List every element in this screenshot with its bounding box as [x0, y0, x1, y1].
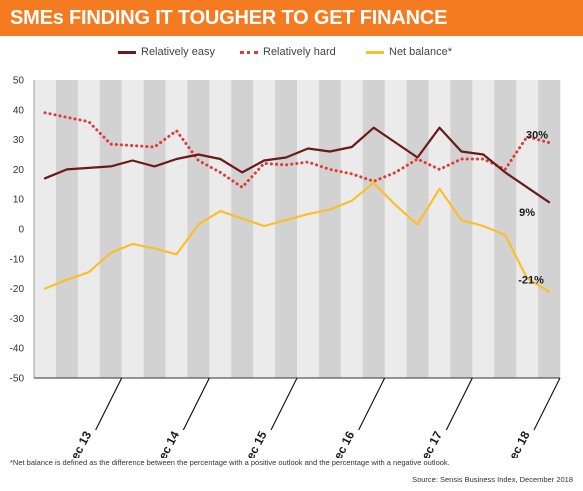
legend-label-net-balance: Net balance*: [389, 46, 452, 58]
plot-band: [187, 80, 210, 378]
x-tick-label: Dec 17: [414, 429, 445, 458]
y-tick-label: 40: [13, 105, 25, 116]
plot-band: [428, 80, 451, 378]
y-tick-label: 20: [13, 165, 25, 176]
plot-band: [143, 80, 166, 378]
plot-band: [253, 80, 276, 378]
chart-plot: 50 40 30 20 10 0 -10 -20 -30 -40 -50 Dec 13 Dec 14 De…: [10, 76, 561, 458]
chart-title: SMEs FINDING IT TOUGHER TO GET FINANCE: [10, 7, 448, 29]
x-tick-label: Dec 13: [64, 429, 95, 458]
data-label: 30%: [526, 130, 548, 142]
x-tick-label: Dec 14: [151, 429, 182, 458]
plot-band: [209, 80, 232, 378]
plot-band: [384, 80, 407, 378]
y-tick-label: -10: [10, 254, 25, 265]
plot-band: [275, 80, 298, 378]
y-tick-label: 30: [13, 135, 25, 146]
legend-swatch-relatively-hard: [240, 50, 258, 54]
x-tick-leader: [445, 377, 473, 431]
x-tick-label: Dec 18: [502, 429, 533, 458]
plot-band: [318, 80, 342, 378]
legend-label-relatively-hard: Relatively hard: [263, 46, 336, 58]
x-tick-leader: [358, 377, 386, 431]
series-line-relatively-easy: [43, 126, 551, 204]
series-line-relatively-hard: [43, 111, 551, 189]
source-note: Source: Sensis Business Index, December …: [412, 475, 573, 484]
plot-band: [406, 80, 429, 378]
plot-band: [340, 80, 364, 378]
title-bar: SMEs FINDING IT TOUGHER TO GET FINANCE: [0, 0, 583, 36]
plot-band: [165, 80, 188, 378]
y-tick-label: -20: [10, 284, 25, 295]
x-tick-label: Dec 16: [327, 429, 358, 458]
plot-band: [516, 80, 539, 378]
plot-band: [297, 80, 320, 378]
x-tick-leader: [533, 377, 561, 431]
legend-item-net-balance: Net balance*: [366, 46, 452, 58]
legend-swatch-net-balance: [366, 50, 384, 54]
legend-label-relatively-easy: Relatively easy: [141, 46, 215, 58]
y-tick-label: -50: [10, 374, 25, 385]
legend-swatch-relatively-easy: [118, 50, 136, 54]
data-label: -21%: [518, 275, 544, 287]
x-tick-leader: [270, 377, 298, 431]
footnote: *Net balance is defined as the differenc…: [10, 458, 450, 467]
y-tick-label: -40: [10, 344, 25, 355]
x-tick-leader: [182, 377, 210, 431]
y-tick-label: 50: [13, 76, 25, 87]
plot-band: [494, 80, 517, 378]
series-line-net-balance: [43, 181, 551, 293]
plot-band: [55, 80, 79, 378]
data-label: 9%: [519, 207, 535, 219]
y-tick-label: 10: [13, 195, 25, 206]
plot-band: [34, 80, 57, 378]
plot-band: [450, 80, 473, 378]
plot-band: [231, 80, 254, 378]
legend-item-relatively-easy: Relatively easy: [118, 46, 215, 58]
x-tick-label: Dec 15: [239, 429, 270, 458]
y-tick-label: -30: [10, 314, 25, 325]
legend-item-relatively-hard: Relatively hard: [240, 46, 336, 58]
plot-band: [538, 80, 561, 378]
y-tick-label: 0: [18, 225, 24, 236]
plot-band: [99, 80, 122, 378]
plot-band: [77, 80, 101, 378]
legend: Relatively easy Relatively hard Net bala…: [0, 46, 583, 62]
x-tick-leader: [95, 377, 123, 431]
plot-band: [362, 80, 385, 378]
plot-band: [121, 80, 144, 378]
